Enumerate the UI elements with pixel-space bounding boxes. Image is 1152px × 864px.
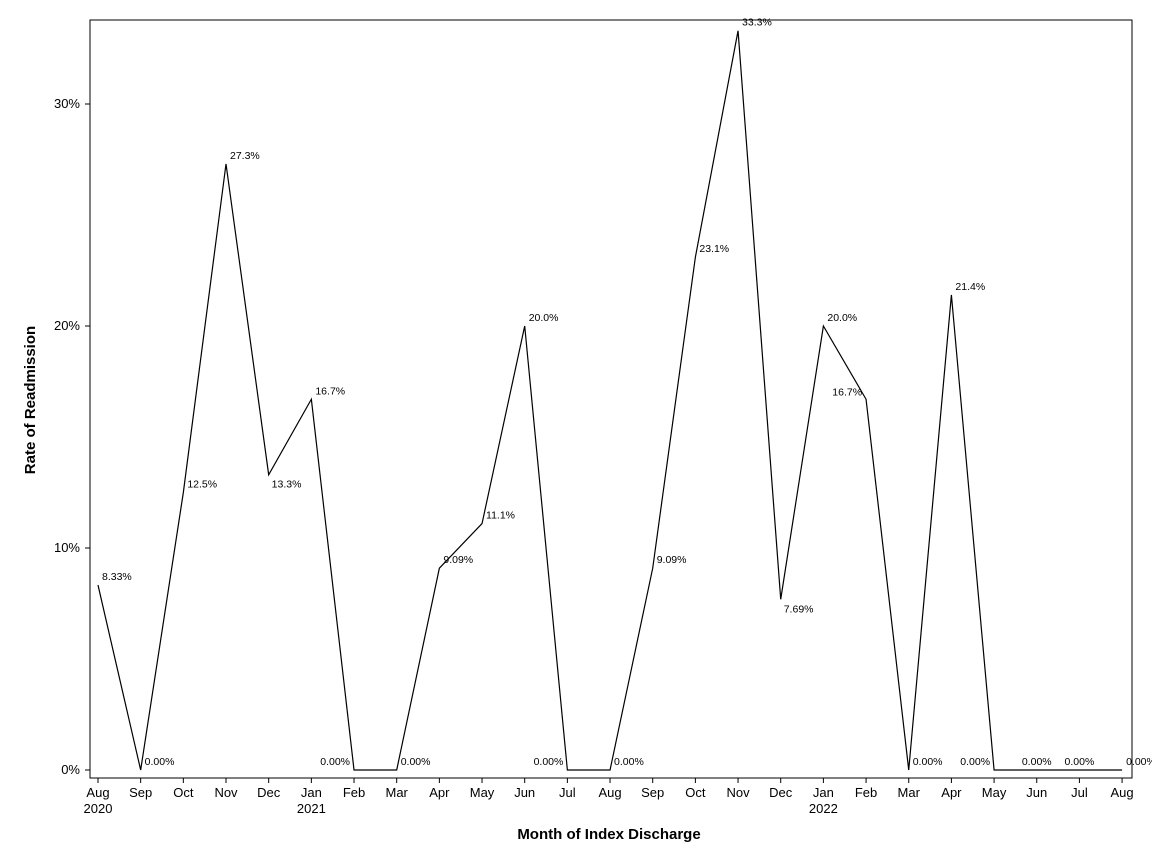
data-label: 27.3% (230, 150, 260, 162)
data-label: 20.0% (529, 312, 559, 324)
x-tick-label: Jan (813, 785, 834, 800)
data-label: 0.00% (960, 756, 990, 768)
x-tick-label: Nov (726, 785, 750, 800)
data-label: 0.00% (614, 756, 644, 768)
plot-frame (89, 19, 1133, 779)
x-tick-label: Apr (941, 785, 962, 800)
data-label: 13.3% (272, 479, 302, 491)
data-label: 20.0% (827, 312, 857, 324)
data-label: 9.09% (657, 554, 687, 566)
x-tick-label: Jul (1071, 785, 1088, 800)
x-tick-label: Mar (385, 785, 408, 800)
x-axis-title: Month of Index Discharge (517, 826, 700, 843)
y-axis: 0% 10% 20% 30% (54, 96, 90, 777)
y-tick-label: 30% (54, 96, 80, 111)
x-tick-label: Aug (1111, 785, 1134, 800)
data-label: 23.1% (699, 243, 729, 255)
x-tick-label: Oct (173, 785, 194, 800)
x-tick-year-label: 2020 (84, 801, 113, 816)
data-label: 0.00% (320, 756, 350, 768)
data-label: 9.09% (443, 554, 473, 566)
x-tick-label: Apr (429, 785, 450, 800)
y-tick-label: 20% (54, 318, 80, 333)
x-tick-label: Jun (1026, 785, 1047, 800)
x-tick-label: Sep (641, 785, 664, 800)
y-axis-title: Rate of Readmission (22, 326, 39, 474)
x-tick-label: Jun (514, 785, 535, 800)
data-label: 12.5% (187, 479, 217, 491)
x-tick-label: Nov (214, 785, 238, 800)
data-label: 0.00% (145, 756, 175, 768)
data-label: 8.33% (102, 571, 132, 583)
data-label: 21.4% (955, 281, 985, 293)
x-tick-label: Jul (559, 785, 576, 800)
data-label: 33.3% (742, 17, 772, 29)
y-tick-label: 0% (61, 762, 80, 777)
data-label: 0.00% (1126, 756, 1152, 768)
x-tick-label: Aug (598, 785, 621, 800)
x-tick-label: Feb (855, 785, 877, 800)
data-label: 0.00% (534, 756, 564, 768)
x-tick-label: May (470, 785, 495, 800)
x-tick-label: Dec (257, 785, 281, 800)
data-label: 11.1% (486, 510, 515, 522)
data-label: 0.00% (1065, 756, 1095, 768)
data-label: 0.00% (401, 756, 431, 768)
x-tick-year-label: 2021 (297, 801, 326, 816)
x-tick-label: Aug (86, 785, 109, 800)
y-tick-label: 10% (54, 540, 80, 555)
data-label: 16.7% (832, 386, 862, 398)
x-tick-label: Oct (685, 785, 706, 800)
data-labels: 8.33% 0.00% 12.5% 27.3% 13.3% 16.7% 0.00% 0.00%… (102, 17, 1152, 768)
x-tick-label: Feb (343, 785, 365, 800)
x-tick-label: Sep (129, 785, 152, 800)
x-tick-label: May (982, 785, 1007, 800)
x-tick-label: Mar (898, 785, 921, 800)
data-label: 0.00% (913, 756, 943, 768)
x-tick-label: Dec (769, 785, 793, 800)
data-label: 16.7% (315, 385, 345, 397)
x-tick-label: Jan (301, 785, 322, 800)
x-tick-year-label: 2022 (809, 801, 838, 816)
data-label: 7.69% (784, 603, 814, 615)
series-line-readmission-rate (97, 30, 1123, 771)
data-label: 0.00% (1022, 756, 1052, 768)
